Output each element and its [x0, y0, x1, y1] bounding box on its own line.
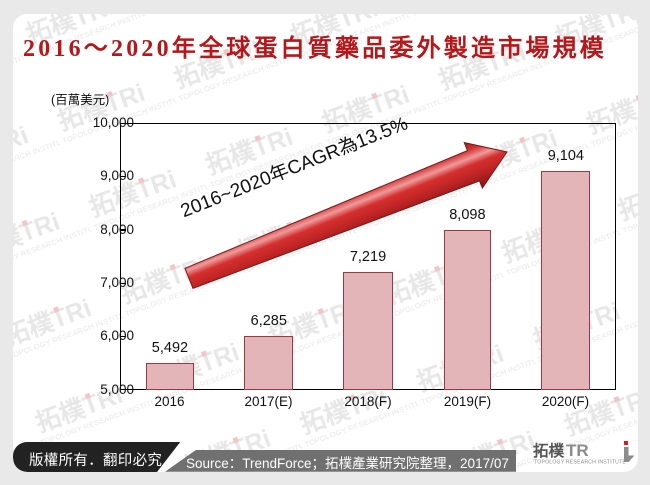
- svg-text:TOPOLOGY RESEARCH INSTITUTE: TOPOLOGY RESEARCH INSTITUTE: [534, 460, 626, 466]
- svg-text:TR: TR: [566, 441, 589, 460]
- svg-text:拓樸: 拓樸: [533, 441, 565, 460]
